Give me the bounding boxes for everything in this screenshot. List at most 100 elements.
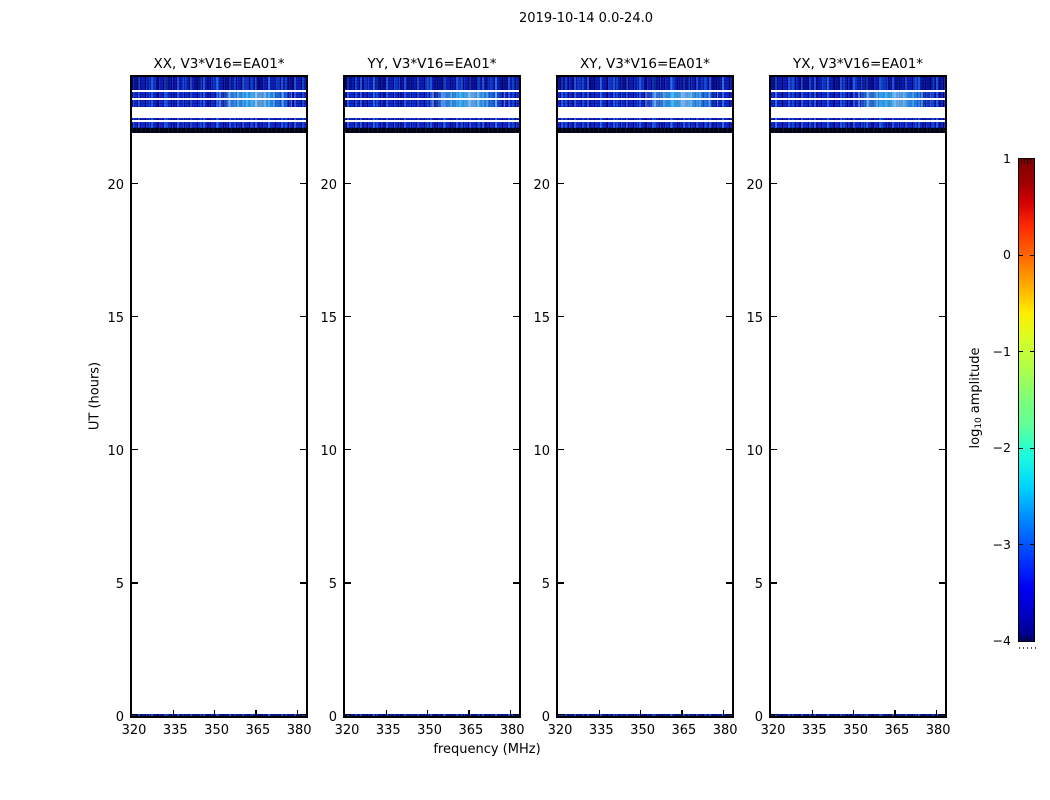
spectrogram-band: [345, 121, 519, 129]
panel-title-xx: XX, V3*V16=EA01*: [153, 56, 285, 72]
spectrogram-panel-yy: YY, V3*V16=EA01* 0 5 10 15 20 320 335 350 365 380: [320, 56, 524, 738]
y-tick-label: 15: [533, 310, 550, 326]
spectrogram-band: [558, 121, 732, 129]
y-tick-mark: [513, 449, 519, 451]
x-tick-mark: [681, 710, 683, 716]
colorbar-tick-mark: [1030, 544, 1034, 546]
colorbar-label-subscript: 10: [974, 417, 984, 429]
plot-area-xy: [558, 77, 732, 716]
spectrogram-band: [558, 91, 732, 99]
spectrogram-band: [132, 77, 306, 91]
colorbar-minor-ticks-bottom: [1021, 636, 1032, 641]
plot-area-yx: [771, 77, 945, 716]
x-tick-mark: [296, 710, 298, 716]
colorbar-tick-label: −3: [992, 536, 1011, 552]
spectrogram-band: [345, 91, 519, 99]
x-tick-label: 380: [925, 723, 951, 738]
y-tick-mark: [132, 316, 138, 318]
colorbar-tick-label: −2: [992, 440, 1011, 456]
colorbar-label: log10 amplitude: [968, 348, 984, 449]
spectrogram-band: [132, 128, 306, 133]
y-tick-label: 10: [533, 443, 550, 459]
y-tick-mark: [345, 182, 351, 185]
y-tick-label: 0: [115, 710, 124, 725]
x-tick-label: 335: [375, 723, 401, 738]
x-tick-mark: [213, 710, 216, 716]
colorbar-extend-dots: [1019, 647, 1036, 649]
y-tick-mark: [345, 316, 351, 318]
spectrogram-band: [771, 77, 945, 91]
y-tick-label: 20: [533, 177, 550, 193]
x-tick-label: 350: [417, 723, 442, 738]
spectrogram-band: [771, 128, 945, 133]
y-tick-mark: [300, 182, 306, 185]
x-tick-mark: [935, 710, 937, 716]
y-tick-mark: [132, 714, 138, 716]
x-tick-mark: [894, 710, 896, 716]
y-tick-mark: [513, 582, 519, 584]
y-tick-mark: [558, 714, 564, 716]
spectrogram-band: [132, 121, 306, 129]
y-tick-label: 5: [754, 576, 763, 592]
spectrogram-band: [771, 118, 945, 121]
x-tick-mark: [852, 710, 855, 716]
y-tick-label: 15: [107, 310, 124, 326]
y-tick-label: 15: [320, 310, 337, 326]
x-tick-label: 335: [801, 723, 827, 738]
y-tick-label: 10: [320, 443, 337, 459]
x-tick-label: 365: [458, 723, 484, 738]
colorbar-minor-ticks-top: [1021, 159, 1032, 164]
panel-title-xy: XY, V3*V16=EA01*: [579, 56, 711, 72]
y-tick-mark: [558, 182, 564, 185]
panel-title-yx: YX, V3*V16=EA01*: [792, 56, 924, 72]
x-tick-mark: [639, 710, 642, 716]
spectrogram-panel-yx: YX, V3*V16=EA01* 0 5 10 15 20 320 335 350 365 380: [746, 56, 950, 738]
y-tick-mark: [345, 449, 351, 451]
y-tick-label: 10: [107, 443, 124, 459]
x-tick-label: 335: [162, 723, 188, 738]
colorbar-tick-mark: [1030, 351, 1034, 353]
y-tick-mark: [345, 582, 351, 584]
x-tick-label: 365: [884, 723, 910, 738]
spectrogram-band: [345, 100, 519, 108]
x-tick-mark: [468, 710, 470, 716]
x-tick-label: 320: [760, 723, 786, 738]
x-tick-mark: [385, 710, 387, 716]
y-axis-label: UT (hours): [87, 361, 103, 431]
spectrogram-band: [132, 118, 306, 121]
y-tick-mark: [939, 316, 945, 318]
plot-area-xx: [132, 77, 306, 716]
x-tick-label: 320: [547, 723, 573, 738]
y-tick-mark: [939, 582, 945, 584]
y-tick-mark: [132, 449, 138, 451]
y-tick-mark: [132, 582, 138, 584]
spectrogram-band: [345, 118, 519, 121]
spectrogram-panel-xy: XY, V3*V16=EA01* 0 5 10 15 20 320 335 350 365 380: [533, 56, 737, 738]
y-tick-label: 0: [328, 710, 337, 725]
y-tick-mark: [771, 449, 777, 451]
x-tick-mark: [172, 710, 174, 716]
y-tick-label: 5: [541, 576, 550, 592]
spectrogram-band: [132, 100, 306, 108]
x-tick-mark: [509, 710, 511, 716]
y-tick-mark: [726, 182, 732, 185]
plot-area-yy: [345, 77, 519, 716]
x-tick-mark: [255, 710, 257, 716]
x-tick-label: 365: [245, 723, 271, 738]
x-tick-label: 350: [843, 723, 868, 738]
colorbar-tick-mark: [1019, 544, 1023, 546]
x-axis-label: frequency (MHz): [433, 742, 541, 757]
y-tick-mark: [558, 449, 564, 451]
y-tick-mark: [513, 714, 519, 716]
y-tick-label: 15: [746, 310, 763, 326]
spectrogram-band: [558, 713, 732, 716]
spectrogram-band: [771, 121, 945, 129]
colorbar-tick-mark: [1019, 254, 1023, 256]
panel-title-yy: YY, V3*V16=EA01*: [367, 56, 497, 72]
spectrogram-band: [345, 128, 519, 133]
spectrogram-panel-xx: XX, V3*V16=EA01* 0 5 10 15 20 320 335 350 365 380: [107, 56, 311, 738]
y-tick-mark: [939, 182, 945, 185]
y-tick-mark: [771, 714, 777, 716]
y-tick-mark: [726, 449, 732, 451]
